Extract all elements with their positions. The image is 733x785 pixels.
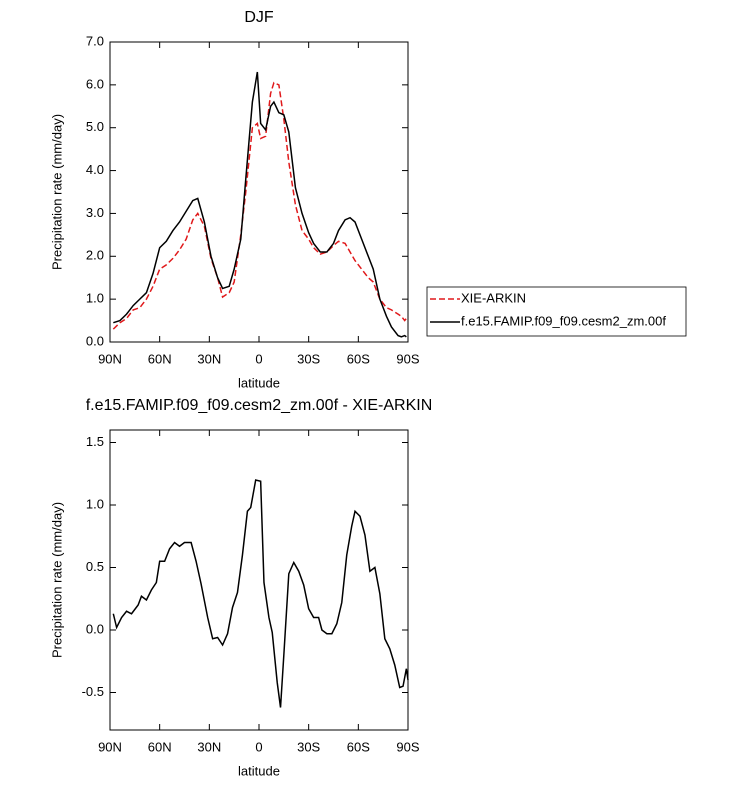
legend-box <box>426 286 687 337</box>
x-tick-label: 0 <box>255 351 262 366</box>
y-tick-label: 3.0 <box>86 205 104 220</box>
x-tick-label: 60N <box>148 739 172 754</box>
x-tick-label: 30N <box>197 351 221 366</box>
data-line <box>113 71 407 338</box>
chart-title: DJF <box>244 9 274 26</box>
x-tick-label: 0 <box>255 739 262 754</box>
y-tick-label: 7.0 <box>86 33 104 48</box>
y-tick-label: 4.0 <box>86 162 104 177</box>
x-tick-label: 60S <box>347 351 370 366</box>
y-tick-label: -0.5 <box>82 684 104 699</box>
y-tick-label: 0.5 <box>86 559 104 574</box>
x-tick-label: 90S <box>396 739 419 754</box>
x-tick-label: 60N <box>148 351 172 366</box>
x-tick-label: 30S <box>297 351 320 366</box>
y-axis-label: Precipitation rate (mm/day) <box>49 502 64 658</box>
x-tick-label: 30N <box>197 739 221 754</box>
x-axis-label: latitude <box>238 763 280 778</box>
legend-label: XIE-ARKIN <box>461 290 526 305</box>
data-line <box>112 479 409 708</box>
x-tick-label: 30S <box>297 739 320 754</box>
plot-frame <box>109 429 409 731</box>
y-axis-label: Precipitation rate (mm/day) <box>49 114 64 270</box>
x-tick-label: 60S <box>347 739 370 754</box>
x-tick-label: 90N <box>98 351 122 366</box>
y-tick-label: 2.0 <box>86 248 104 263</box>
y-tick-label: 6.0 <box>86 76 104 91</box>
x-tick-label: 90S <box>396 351 419 366</box>
plot-frame <box>109 41 409 343</box>
y-tick-label: 1.5 <box>86 434 104 449</box>
y-tick-label: 1.0 <box>86 291 104 306</box>
legend-label: f.e15.FAMIP.f09_f09.cesm2_zm.00f <box>461 313 666 328</box>
x-axis-label: latitude <box>238 375 280 390</box>
y-tick-label: 1.0 <box>86 496 104 511</box>
y-tick-label: 0.0 <box>86 621 104 636</box>
chart-title: f.e15.FAMIP.f09_f09.cesm2_zm.00f - XIE-A… <box>86 397 433 414</box>
x-tick-label: 90N <box>98 739 122 754</box>
y-tick-label: 5.0 <box>86 119 104 134</box>
y-tick-label: 0.0 <box>86 333 104 348</box>
